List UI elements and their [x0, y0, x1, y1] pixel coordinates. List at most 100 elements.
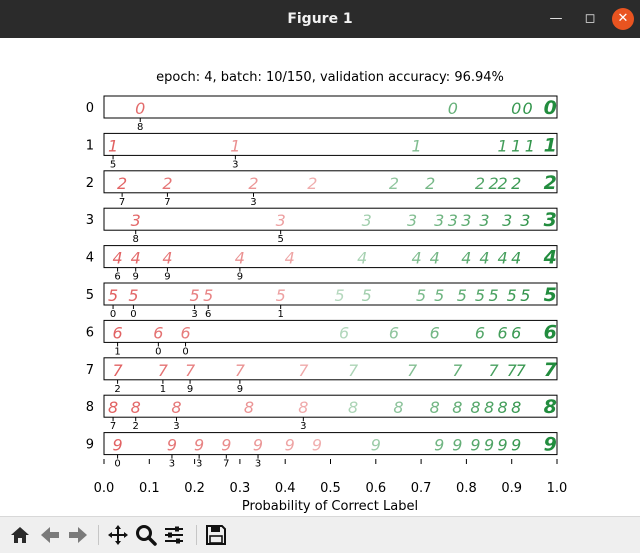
- digit-sample: 9: [498, 436, 508, 455]
- close-icon[interactable]: ✕: [612, 8, 634, 30]
- digit-sample: 1: [411, 136, 421, 155]
- digit-sample: 5: [334, 286, 344, 305]
- digit-sample: 6: [498, 323, 508, 342]
- digit-sample: 8: [498, 398, 508, 417]
- x-tick-label: 0.9: [501, 481, 522, 496]
- digit-sample: 5: [416, 286, 426, 305]
- predicted-label: 2: [133, 421, 139, 432]
- digit-sample: 8: [470, 398, 480, 417]
- digit-sample: 3: [407, 211, 417, 230]
- row-label: 8: [86, 400, 94, 415]
- x-tick-label: 0.8: [456, 481, 477, 496]
- digit-sample: 3: [362, 211, 372, 230]
- digit-sample: 3: [448, 211, 458, 230]
- move-icon: [108, 525, 128, 545]
- digit-sample: 9: [253, 436, 263, 455]
- row-label: 0: [86, 101, 94, 116]
- digit-sample: 7: [407, 361, 418, 380]
- x-tick-label: 0.1: [139, 481, 160, 496]
- digit-sample: 9: [371, 436, 381, 455]
- digit-sample: 9: [221, 436, 231, 455]
- digit-sample: 8: [298, 398, 308, 417]
- digit-sample: 6: [430, 323, 440, 342]
- configure-subplots-button[interactable]: [162, 523, 186, 547]
- digit-sample: 2: [511, 174, 521, 193]
- digit-sample: 4: [411, 249, 421, 268]
- digit-sample: 8: [348, 398, 358, 417]
- digit-sample: 4: [511, 249, 521, 268]
- digit-sample: 1: [108, 136, 118, 155]
- predicted-label: 3: [196, 459, 202, 470]
- digit-sample: 2: [389, 174, 399, 193]
- predicted-label: 7: [223, 459, 229, 470]
- digit-sample: 6: [389, 323, 399, 342]
- home-button[interactable]: [8, 523, 32, 547]
- maximize-icon[interactable]: ◻: [584, 11, 596, 26]
- sliders-icon: [165, 526, 183, 544]
- predicted-label: 8: [133, 234, 139, 245]
- digit-sample: 4: [131, 249, 141, 268]
- digit-sample: 9: [312, 436, 322, 455]
- digit-sample: 7: [488, 361, 499, 380]
- digit-sample: 8: [430, 398, 440, 417]
- toolbar-separator: [98, 525, 99, 545]
- predicted-label: 0: [130, 309, 136, 320]
- x-tick-label: 0.6: [365, 481, 386, 496]
- digit-sample: 2: [307, 174, 317, 193]
- forward-button[interactable]: [66, 523, 90, 547]
- pan-button[interactable]: [106, 523, 130, 547]
- digit-sample: 5: [108, 286, 118, 305]
- digit-sample: 4: [285, 249, 295, 268]
- back-button[interactable]: [38, 523, 62, 547]
- arrow-left-icon: [41, 527, 59, 543]
- digit-row: 0 080 0 0 0: [86, 95, 558, 133]
- predicted-label: 9: [164, 272, 170, 283]
- row-label: 6: [86, 325, 94, 340]
- predicted-label: 6: [205, 309, 211, 320]
- digit-sample: 8: [244, 398, 254, 417]
- digit-sample: 1: [498, 136, 508, 155]
- save-button[interactable]: [204, 523, 228, 547]
- digit-sample: 4: [430, 249, 440, 268]
- digit-sample: 7: [452, 361, 463, 380]
- digit-sample: 9: [511, 436, 521, 455]
- digit-sample: 9: [194, 436, 204, 455]
- predicted-label: 3: [250, 197, 256, 208]
- magnifier-icon: [136, 525, 157, 546]
- predicted-label: 9: [237, 272, 243, 283]
- digit-sample: 1: [525, 136, 535, 155]
- digit-sample: 5: [190, 286, 200, 305]
- row-strip: [103, 319, 558, 343]
- digit-sample: 1: [511, 136, 521, 155]
- digit-sample: 2: [248, 174, 258, 193]
- predicted-label: 3: [300, 421, 306, 432]
- row-label: 1: [86, 138, 94, 153]
- digit-sample: 5: [434, 286, 444, 305]
- digit-sample: 5: [507, 286, 517, 305]
- digit-sample: 5: [128, 286, 138, 305]
- figure-canvas[interactable]: epoch: 4, batch: 10/150, validation accu…: [0, 38, 640, 516]
- digit-sample: 5: [276, 286, 286, 305]
- digit-sample: 6: [339, 323, 349, 342]
- digit-sample: 4: [543, 247, 557, 269]
- predicted-label: 9: [187, 384, 193, 395]
- digit-sample: 2: [488, 174, 498, 193]
- digit-sample: 9: [285, 436, 295, 455]
- zoom-button[interactable]: [134, 523, 158, 547]
- digit-sample: 8: [452, 398, 462, 417]
- digit-sample: 9: [167, 436, 177, 455]
- digit-sample: 0: [544, 97, 557, 119]
- digit-sample: 6: [511, 323, 521, 342]
- digit-sample: 7: [235, 361, 246, 380]
- predicted-label: 1: [160, 384, 166, 395]
- digit-sample: 2: [425, 174, 435, 193]
- digit-sample: 6: [153, 323, 163, 342]
- predicted-label: 8: [137, 122, 143, 133]
- row-label: 3: [86, 213, 94, 228]
- predicted-label: 6: [114, 272, 120, 283]
- digit-sample: 9: [112, 436, 122, 455]
- minimize-icon[interactable]: —: [549, 11, 563, 26]
